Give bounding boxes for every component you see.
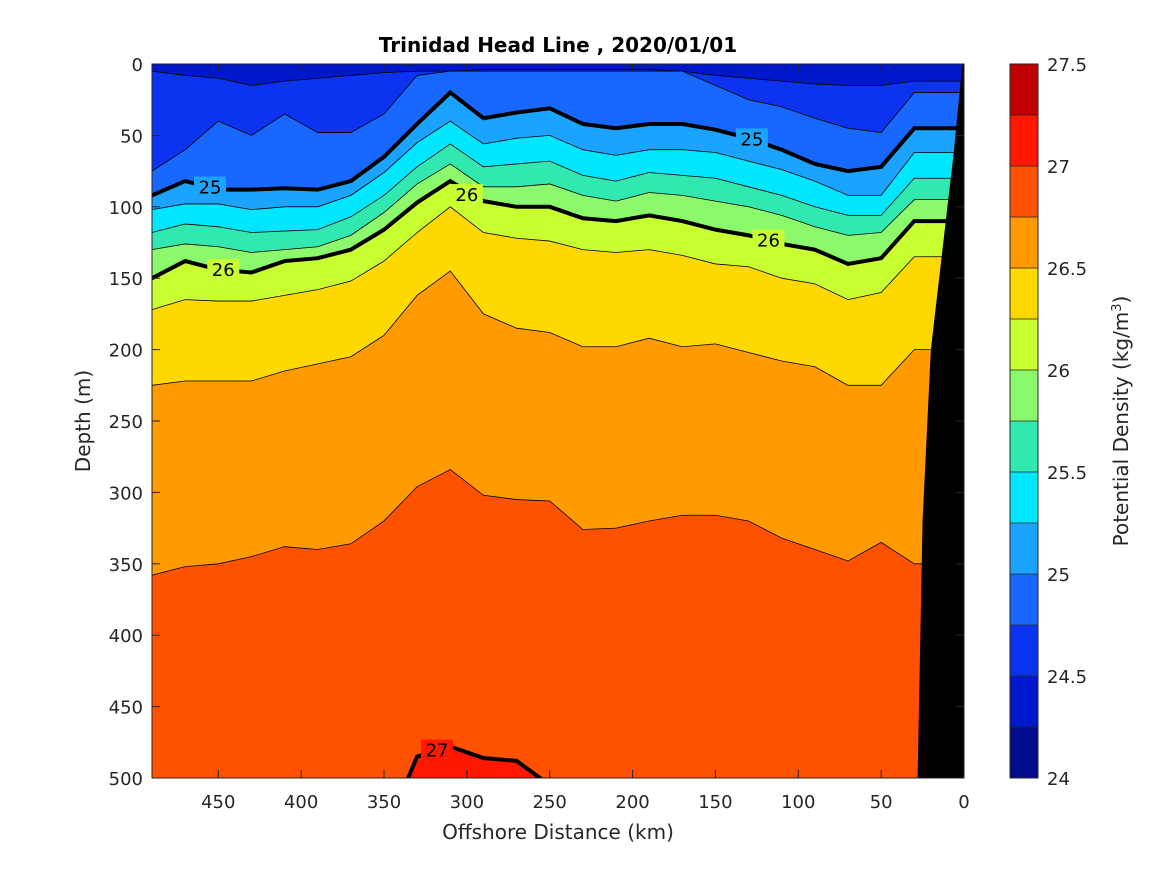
colorbar-tick-label: 24.5 [1047,667,1087,688]
seafloor-bathymetry [917,64,964,778]
colorbar-tick-label: 27.5 [1047,55,1087,76]
density-band [152,271,964,576]
major-isopycnal-line [405,744,544,778]
contour-label: 26 [212,260,235,281]
colorbar-tick-label: 24 [1047,769,1070,790]
colorbar-segment [1010,472,1038,524]
y-tick-label: 150 [109,269,143,290]
colorbar-segment [1010,268,1038,320]
x-tick-label: 0 [958,792,969,813]
colorbar-segment [1010,217,1038,269]
colorbar: 24 24.5 25 25.5 26 26.5 27 27.5 [1009,55,1087,790]
major-isopycnal-line [152,89,964,198]
density-band [152,71,964,196]
y-tick-label: 100 [109,198,143,219]
contour-label-bg [421,739,454,762]
colorbar-segment [1010,574,1038,626]
density-band [152,206,964,386]
y-axis: 0 50 100 150 200 250 300 350 400 450 500 [109,55,964,790]
isopycnal-line [152,70,964,172]
y-tick-label: 450 [109,698,143,719]
chart-title: Trinidad Head Line , 2020/01/01 [379,33,737,57]
colorbar-title-main: Potential Density (kg/m [1109,312,1133,547]
contour-label: 27 [426,741,449,762]
x-tick-label: 100 [781,792,815,813]
y-tick-label: 200 [109,341,143,362]
isopycnal-line [152,120,964,211]
y-tick-label: 0 [132,55,143,76]
colorbar-segment [1010,64,1038,116]
isopycnal-line [152,206,964,311]
colorbar-tick-label: 27 [1047,157,1070,178]
colorbar-title-sup: 3 [1110,303,1125,311]
x-axis: 450 400 350 300 250 200 150 100 50 0 [201,64,970,813]
y-tick-label: 500 [109,769,143,790]
contour-label: 25 [740,129,763,150]
colorbar-title: Potential Density (kg/m3) [1109,296,1133,547]
y-tick-label: 350 [109,555,143,576]
contour-label-bg [194,176,226,199]
y-axis-title: Depth (m) [71,370,95,472]
contour-label-bg [207,259,240,282]
x-tick-label: 200 [615,792,649,813]
x-tick-label: 250 [533,792,567,813]
isopycnal-line [152,143,964,233]
colorbar-tick-label: 25.5 [1047,463,1087,484]
y-tick-label: 50 [120,126,143,147]
isopycnal-line [152,469,964,576]
contour-labels: 25 25 26 26 26 27 [194,128,785,762]
contour-label: 26 [757,231,780,252]
colorbar-segment [1010,676,1038,728]
y-tick-label: 250 [109,412,143,433]
density-band [152,143,964,253]
x-tick-label: 50 [870,792,893,813]
density-band [152,469,964,778]
contour-label: 26 [455,185,478,206]
colorbar-segment [1010,319,1038,371]
colorbar-tick-label: 26.5 [1047,259,1087,280]
colorbar-segment [1010,421,1038,473]
contour-lines [152,69,964,778]
x-tick-label: 350 [367,792,401,813]
colorbar-tick-label: 26 [1047,361,1070,382]
x-tick-label: 300 [450,792,484,813]
isopycnal-line [152,69,964,86]
x-tick-label: 400 [284,792,318,813]
density-band [152,69,964,172]
plot-area [152,64,964,778]
x-tick-label: 150 [698,792,732,813]
contour-label-bg [735,128,768,151]
colorbar-segment [1010,523,1038,575]
colorbar-title-end: ) [1109,296,1133,304]
y-tick-label: 400 [109,626,143,647]
colorbar-tick-label: 25 [1047,565,1070,586]
colorbar-segment [1010,727,1038,779]
colorbar-segment [1010,625,1038,677]
density-band [152,181,964,310]
x-axis-title: Offshore Distance (km) [442,820,674,844]
isopycnal-line [152,270,964,386]
contour-label: 25 [199,178,222,199]
contour-fills [152,64,964,778]
major-isopycnal-line [152,178,964,281]
colorbar-segment [1010,370,1038,422]
y-tick-label: 300 [109,483,143,504]
colorbar-segment [1010,115,1038,167]
x-tick-label: 450 [201,792,235,813]
density-band [152,121,964,233]
contour-label-bg [752,229,785,252]
colorbar-segment [1010,166,1038,218]
isopycnal-line [152,163,964,253]
density-band [152,64,964,86]
contour-label-bg [450,184,483,207]
